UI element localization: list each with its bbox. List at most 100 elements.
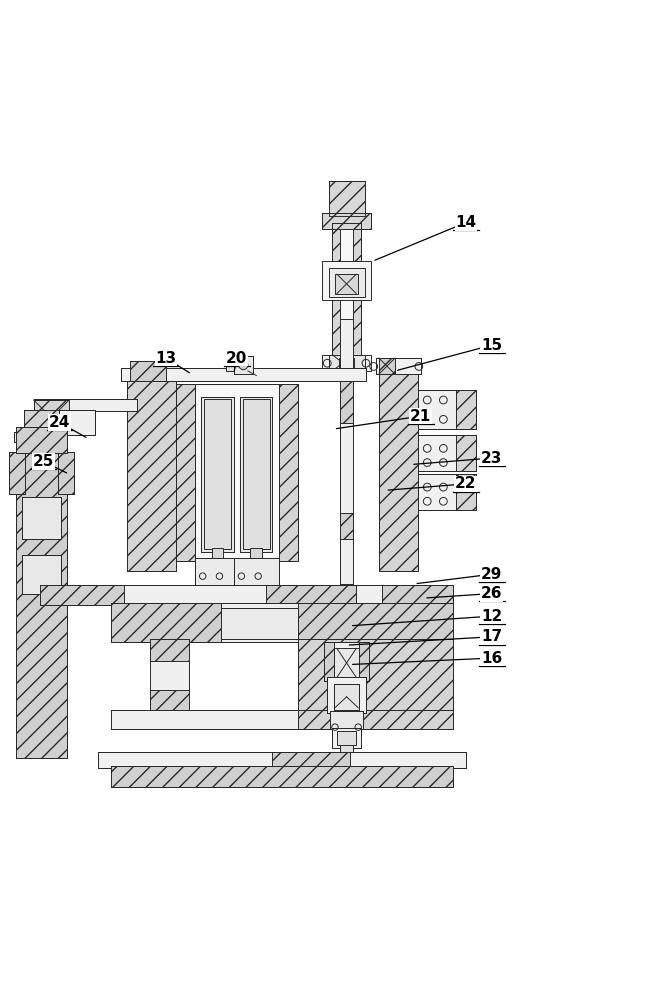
Bar	[130, 361, 166, 381]
Text: 20: 20	[226, 351, 248, 366]
Bar	[298, 639, 453, 713]
Bar	[176, 384, 195, 561]
Bar	[417, 474, 476, 510]
Bar	[24, 410, 95, 435]
Bar	[322, 261, 371, 300]
Text: 26: 26	[481, 586, 502, 601]
Text: 14: 14	[456, 215, 476, 230]
Bar	[98, 752, 466, 768]
Bar	[234, 558, 279, 590]
Bar	[195, 558, 240, 590]
Bar	[340, 745, 353, 758]
Bar	[250, 548, 262, 584]
Bar	[111, 710, 453, 729]
Bar	[417, 435, 476, 471]
Bar	[127, 377, 176, 571]
Bar	[340, 319, 353, 371]
Bar	[150, 639, 189, 713]
Bar	[111, 766, 453, 787]
Bar	[34, 400, 69, 435]
Bar	[340, 423, 353, 513]
Bar	[202, 397, 234, 552]
Text: 13: 13	[156, 351, 176, 366]
Bar	[322, 213, 371, 229]
Bar	[22, 497, 61, 539]
Bar	[16, 440, 54, 452]
Bar	[24, 410, 60, 435]
Bar	[121, 368, 366, 381]
Bar	[40, 585, 124, 605]
Bar	[330, 711, 363, 729]
Bar	[130, 361, 166, 381]
Bar	[240, 397, 272, 552]
Bar	[417, 390, 476, 429]
Text: 24: 24	[49, 415, 70, 430]
Bar	[327, 677, 366, 713]
Text: 15: 15	[481, 338, 502, 353]
Bar	[456, 435, 476, 471]
Bar	[40, 585, 453, 605]
Bar	[279, 384, 298, 561]
Bar	[340, 642, 353, 668]
Bar	[329, 181, 365, 216]
Bar	[22, 555, 61, 594]
Bar	[58, 452, 74, 494]
Circle shape	[239, 361, 248, 370]
Bar	[272, 752, 350, 768]
Bar	[111, 710, 453, 729]
Bar	[240, 397, 272, 552]
Bar	[40, 585, 453, 605]
Bar	[279, 384, 298, 561]
Bar	[127, 377, 176, 571]
Bar	[111, 766, 453, 787]
Bar	[243, 399, 270, 549]
Bar	[34, 400, 69, 435]
Bar	[234, 558, 279, 590]
Bar	[130, 361, 166, 381]
Bar	[340, 539, 353, 584]
Bar	[332, 728, 361, 748]
Bar	[176, 384, 298, 561]
Bar	[34, 399, 137, 411]
Bar	[195, 558, 240, 590]
Bar	[376, 358, 421, 374]
Text: 23: 23	[481, 451, 502, 466]
Bar	[266, 585, 356, 605]
Bar	[332, 223, 361, 358]
Bar	[150, 690, 189, 713]
Bar	[34, 399, 137, 411]
Bar	[417, 474, 476, 510]
Bar	[202, 397, 234, 552]
Bar	[111, 603, 453, 642]
Bar	[379, 374, 417, 571]
Bar	[329, 181, 365, 216]
Bar	[298, 603, 453, 642]
Bar	[324, 642, 334, 681]
Bar	[379, 358, 395, 374]
Bar	[417, 390, 476, 429]
Bar	[335, 274, 358, 294]
Text: 25: 25	[32, 454, 54, 469]
Bar	[221, 608, 298, 639]
Bar	[456, 390, 476, 429]
Bar	[111, 603, 221, 642]
Bar	[234, 356, 253, 374]
Bar	[9, 452, 25, 494]
Text: 22: 22	[455, 476, 477, 491]
Bar	[24, 410, 95, 435]
Bar	[332, 223, 361, 358]
Bar	[58, 452, 74, 494]
Text: 17: 17	[481, 629, 502, 644]
Bar	[456, 390, 476, 429]
Bar	[334, 684, 360, 710]
Bar	[16, 452, 67, 758]
Bar	[322, 213, 371, 229]
Text: 12: 12	[481, 609, 502, 624]
Bar	[221, 608, 298, 639]
Bar	[121, 368, 366, 381]
Bar	[332, 728, 361, 748]
Bar	[340, 513, 353, 539]
Bar	[329, 355, 365, 371]
Bar	[324, 642, 369, 681]
Bar	[330, 711, 363, 729]
